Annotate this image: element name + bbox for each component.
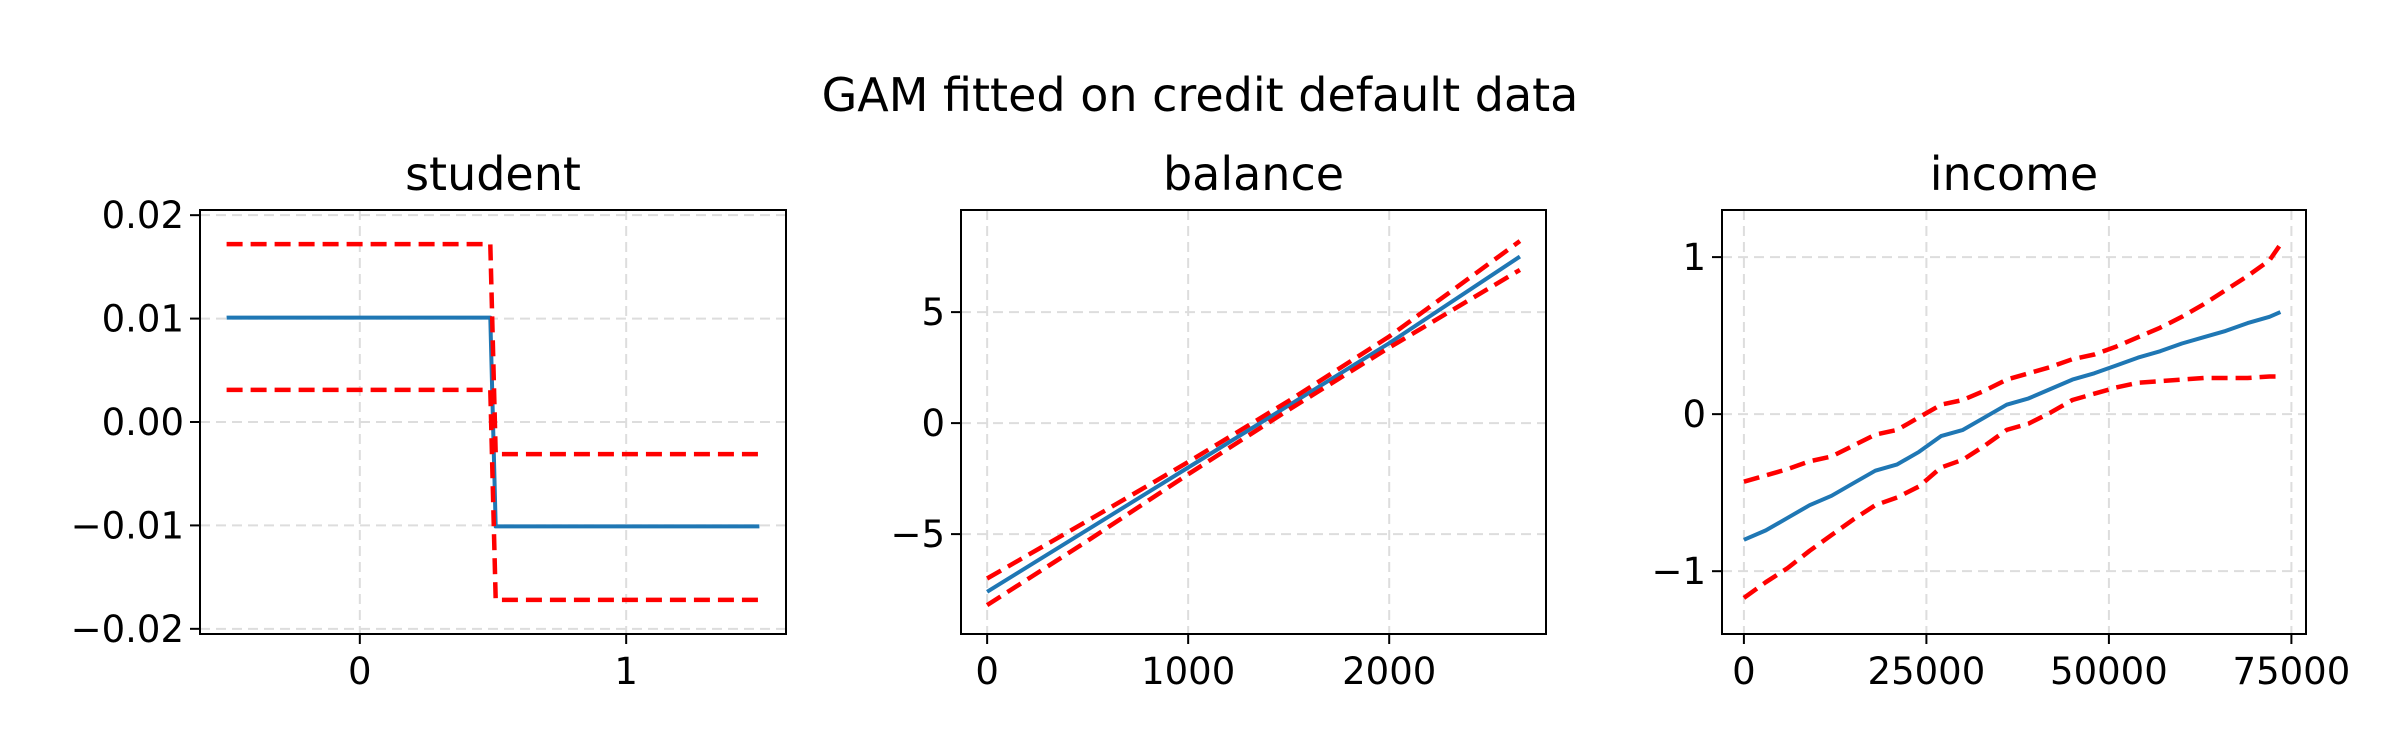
series-line-upper (1743, 243, 2283, 484)
x-tick-label: 1 (614, 650, 638, 693)
y-tick-label: 0.01 (102, 298, 184, 341)
y-tick-label: 1 (1682, 236, 1706, 279)
series-line-upper (226, 241, 760, 457)
y-tick-label: −5 (890, 513, 945, 556)
x-tick-label: 50000 (2050, 650, 2168, 693)
y-tick-label: 0 (921, 402, 945, 445)
y-tick-label: 0 (1682, 393, 1706, 436)
axes-frame (1721, 209, 2307, 635)
y-tick-label: −0.02 (71, 608, 184, 651)
subplot-title: balance (1163, 147, 1344, 201)
series-line-upper (985, 239, 1522, 581)
y-tick-label: −1 (1651, 550, 1706, 593)
x-tick-label: 1000 (1141, 650, 1235, 693)
y-tick-label: −0.01 (71, 504, 184, 547)
x-tick-label: 0 (348, 650, 372, 693)
subplot-title: income (1930, 147, 2098, 201)
x-tick-label: 2000 (1342, 650, 1436, 693)
x-tick-label: 0 (975, 650, 999, 693)
series-line-lower (985, 267, 1522, 607)
x-tick-label: 75000 (2233, 650, 2351, 693)
axes-frame (960, 209, 1547, 635)
series-line-estimate (986, 254, 1522, 594)
subplot-student: 0 1 −0.02 −0.01 0.00 0.01 0.02 student (71, 147, 787, 693)
y-tick-label: 5 (921, 291, 945, 334)
y-tick-label: 0.02 (102, 194, 184, 237)
x-tick-label: 0 (1732, 650, 1756, 693)
y-tick-label: 0.00 (102, 401, 184, 444)
subplot-income: 0 25000 50000 75000 −1 0 1 income (1651, 147, 2350, 693)
x-tick-label: 25000 (1868, 650, 1986, 693)
subplot-balance: 0 1000 2000 −5 0 5 balance (890, 147, 1547, 693)
series-line-lower (226, 387, 760, 603)
series-line-estimate (1743, 310, 2282, 542)
series-line-lower (1742, 374, 2281, 600)
figure-title: GAM fitted on credit default data (822, 68, 1579, 122)
subplot-title: student (405, 147, 581, 201)
